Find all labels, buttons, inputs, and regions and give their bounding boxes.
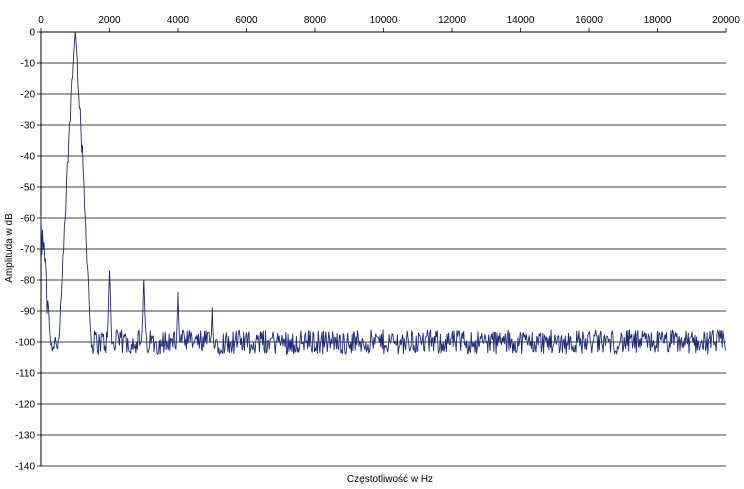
y-tick-label: -130 [15,431,35,442]
peak-point [177,291,179,293]
x-tick-label: 0 [38,15,44,26]
y-tick-label: -10 [21,59,36,70]
y-axis-title: Amplituda w dB [4,213,15,283]
y-tick-label: -20 [21,90,36,101]
x-tick-label: 6000 [235,15,258,26]
y-tick-label: -140 [15,462,35,473]
y-tick-label: -110 [16,369,36,380]
peak-point [109,270,110,272]
y-tick-label: -40 [21,152,36,163]
y-tick-label: -50 [21,183,36,194]
x-tick-labels: 0 2000 4000 6000 8000 10000 12000 14000 16000 180… [38,15,740,26]
x-tick-label: 14000 [507,15,535,26]
peak-point [143,279,145,281]
x-axis-title: Częstotliwość w Hz [347,474,433,485]
y-tick-label: -100 [15,338,35,349]
spectrum-series-line [40,31,727,356]
gridlines [37,28,727,467]
y-tick-label: -60 [21,214,36,225]
x-tick-label: 8000 [304,15,327,26]
y-tick-label: -90 [21,307,36,318]
y-tick-label: -70 [21,245,36,256]
peak-markers [74,31,350,346]
peak-point [74,31,76,33]
x-tick-label: 4000 [167,15,190,26]
y-tick-label: -30 [21,121,36,132]
x-tick-label: 12000 [438,15,466,26]
x-tick-label: 20000 [712,15,740,26]
x-tick-label: 16000 [575,15,603,26]
peak-point [246,332,247,334]
axes [40,31,726,466]
x-tick-label: 18000 [644,15,672,26]
y-tick-label: 0 [29,28,35,39]
x-tick-label: 10000 [370,15,398,26]
y-tick-label: -120 [15,400,35,411]
peak-point [348,344,350,346]
x-tick-label: 2000 [98,15,121,26]
y-tick-label: -80 [21,276,36,287]
y-tick-labels: 0 -10 -20 -30 -40 -50 -60 -70 -80 -90 -100 -110 -120… [15,28,35,473]
peak-point [211,307,213,309]
